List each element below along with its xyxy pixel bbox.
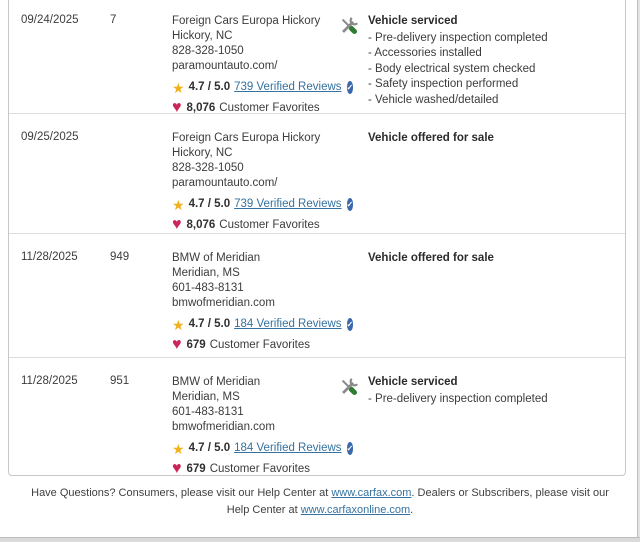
rating-value: 4.7 / 5.0 — [188, 318, 231, 330]
record-date: 09/24/2025 — [21, 14, 79, 26]
star-icon: ★ — [172, 440, 185, 457]
rating-value: 4.7 / 5.0 — [188, 442, 231, 454]
event-detail: - Body electrical system checked — [368, 62, 536, 75]
event-detail: - Pre-delivery inspection completed — [368, 31, 548, 44]
dealer-location: Hickory, NC — [172, 147, 233, 159]
event-title: Vehicle offered for sale — [368, 132, 494, 144]
dealer-phone: 828-328-1050 — [172, 45, 244, 57]
favorites-count: 8,076 — [186, 218, 216, 231]
dealer-favorites: ♥ 8,076 Customer Favorites — [172, 217, 338, 233]
event-icon-spacer — [338, 131, 368, 132]
favorites-label: Customer Favorites — [209, 462, 311, 475]
favorites-label: Customer Favorites — [209, 338, 311, 351]
record-date: 11/28/2025 — [21, 251, 78, 263]
dealer-name: BMW of Meridian — [172, 252, 261, 264]
footer-text: Have Questions? Consumers, please visit … — [31, 487, 332, 499]
star-icon: ★ — [172, 316, 185, 333]
event-title: Vehicle serviced — [368, 376, 458, 388]
dealer-info: Foreign Cars Europa Hickory Hickory, NC … — [172, 14, 354, 116]
verified-reviews-link[interactable]: 184 Verified Reviews — [234, 442, 342, 454]
favorites-label: Customer Favorites — [219, 218, 320, 231]
star-icon: ★ — [172, 196, 185, 213]
dealer-location: Meridian, MS — [172, 267, 240, 279]
service-wrench-icon — [338, 14, 368, 37]
heart-icon: ♥ — [172, 336, 182, 353]
heart-icon: ♥ — [172, 216, 182, 233]
help-footer: Have Questions? Consumers, please visit … — [0, 485, 640, 519]
favorites-count: 679 — [186, 462, 206, 475]
rating-value: 4.7 / 5.0 — [188, 198, 231, 210]
dealer-info: Foreign Cars Europa Hickory Hickory, NC … — [172, 131, 354, 233]
record-date: 11/28/2025 — [21, 375, 78, 387]
favorites-count: 679 — [186, 338, 206, 351]
dealer-rating: ★ 4.7 / 5.0 184 Verified Reviews ✓ — [172, 440, 354, 457]
star-icon: ★ — [172, 79, 185, 96]
heart-icon: ♥ — [172, 460, 182, 477]
rating-value: 4.7 / 5.0 — [188, 81, 231, 93]
verified-badge-icon: ✓ — [346, 81, 354, 94]
heart-icon: ♥ — [172, 99, 182, 116]
dealer-name: Foreign Cars Europa Hickory — [172, 15, 321, 27]
footer-text: . Dealers or Subscribers, please visit o… — [226, 487, 609, 516]
dealer-phone: 601-483-8131 — [172, 406, 244, 418]
dealer-favorites: ♥ 679 Customer Favorites — [172, 337, 338, 353]
carfax-link[interactable]: www.carfax.com — [331, 487, 412, 499]
event-detail: - Vehicle washed/detailed — [368, 93, 499, 106]
record-mileage: 7 — [110, 14, 117, 26]
dealer-name: BMW of Meridian — [172, 376, 261, 388]
event-detail: - Accessories installed — [368, 47, 482, 59]
dealer-rating: ★ 4.7 / 5.0 739 Verified Reviews ✓ — [172, 79, 354, 96]
dealer-website: bmwofmeridian.com — [172, 421, 275, 433]
dealer-name: Foreign Cars Europa Hickory — [172, 132, 321, 144]
record-date: 09/25/2025 — [21, 131, 79, 143]
service-wrench-icon — [338, 375, 368, 398]
dealer-website: paramountauto.com/ — [172, 177, 278, 189]
verified-reviews-link[interactable]: 739 Verified Reviews — [234, 81, 342, 93]
event-detail: - Pre-delivery inspection completed — [368, 392, 548, 405]
dealer-phone: 601-483-8131 — [172, 282, 244, 294]
dealer-website: bmwofmeridian.com — [172, 297, 275, 309]
dealer-rating: ★ 4.7 / 5.0 184 Verified Reviews ✓ — [172, 316, 354, 333]
dealer-info: BMW of Meridian Meridian, MS 601-483-813… — [172, 375, 354, 477]
event-info: Vehicle offered for sale — [368, 251, 615, 267]
verified-reviews-link[interactable]: 739 Verified Reviews — [234, 198, 342, 210]
dealer-favorites: ♥ 8,076 Customer Favorites — [172, 100, 338, 116]
vehicle-history-table: 09/24/2025 7 Foreign Cars Europa Hickory… — [8, 0, 626, 477]
carfaxonline-link[interactable]: www.carfaxonline.com — [300, 504, 411, 516]
event-info: Vehicle serviced - Pre-delivery inspecti… — [368, 14, 615, 108]
event-title: Vehicle offered for sale — [368, 252, 494, 264]
dealer-favorites: ♥ 679 Customer Favorites — [172, 461, 338, 477]
footer-text: . — [410, 504, 414, 516]
window-bottom-edge — [0, 537, 640, 542]
event-title: Vehicle serviced — [368, 15, 458, 27]
event-info: Vehicle serviced - Pre-delivery inspecti… — [368, 375, 615, 407]
history-row: 11/28/2025 951 BMW of Meridian Meridian,… — [9, 358, 625, 477]
dealer-phone: 828-328-1050 — [172, 162, 244, 174]
dealer-rating: ★ 4.7 / 5.0 739 Verified Reviews ✓ — [172, 196, 354, 213]
history-row: 09/24/2025 7 Foreign Cars Europa Hickory… — [9, 0, 625, 116]
favorites-count: 8,076 — [186, 101, 216, 114]
event-info: Vehicle offered for sale — [368, 131, 615, 147]
history-row: 11/28/2025 949 BMW of Meridian Meridian,… — [9, 234, 625, 358]
verified-badge-icon: ✓ — [346, 318, 354, 331]
record-mileage: 951 — [110, 375, 130, 387]
verified-badge-icon: ✓ — [346, 442, 354, 455]
event-details: - Pre-delivery inspection completed - Ac… — [368, 31, 615, 109]
history-row: 09/25/2025 Foreign Cars Europa Hickory H… — [9, 114, 625, 234]
favorites-label: Customer Favorites — [219, 101, 320, 114]
dealer-info: BMW of Meridian Meridian, MS 601-483-813… — [172, 251, 354, 353]
dealer-website: paramountauto.com/ — [172, 60, 278, 72]
dealer-location: Meridian, MS — [172, 391, 240, 403]
dealer-location: Hickory, NC — [172, 30, 233, 42]
verified-reviews-link[interactable]: 184 Verified Reviews — [234, 318, 342, 330]
window-right-edge — [637, 0, 640, 542]
event-icon-spacer — [338, 251, 368, 252]
verified-badge-icon: ✓ — [346, 198, 354, 211]
event-details: - Pre-delivery inspection completed — [368, 392, 615, 408]
event-detail: - Safety inspection performed — [368, 78, 519, 90]
record-mileage: 949 — [110, 251, 130, 263]
